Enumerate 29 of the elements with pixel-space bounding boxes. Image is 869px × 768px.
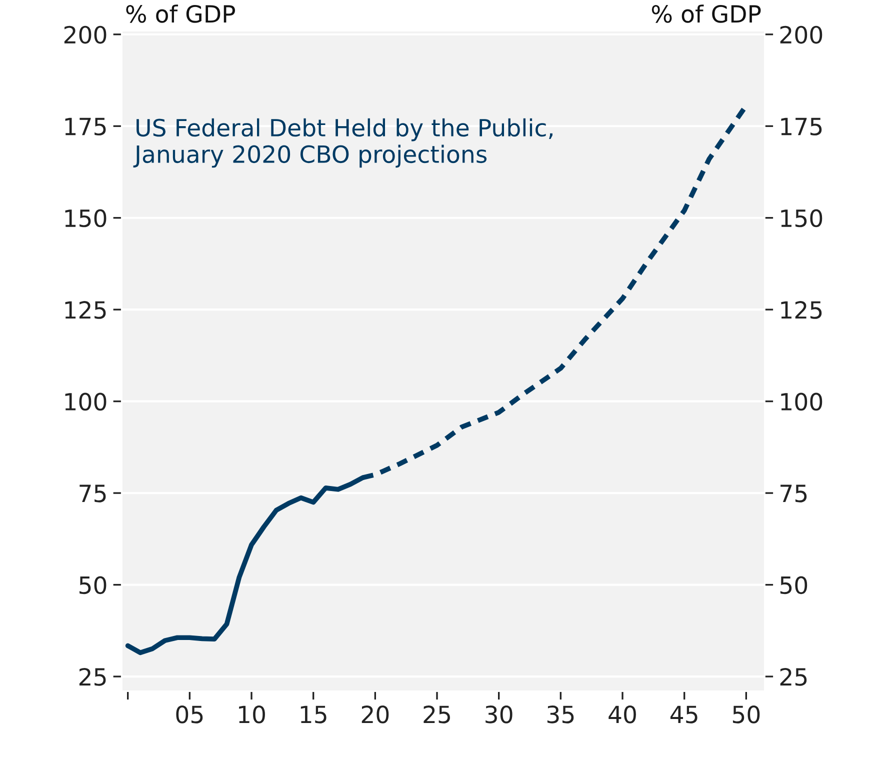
x-tick-label: 20 [362, 706, 389, 724]
y2-tick-label: 125 [781, 301, 822, 319]
y2-tick-label: 100 [781, 392, 822, 411]
x-tick-label: 15 [300, 706, 326, 724]
x-tick-label: 50 [732, 706, 760, 724]
y2-tick-label: 75 [780, 484, 807, 502]
x-tick-label: 25 [424, 706, 450, 724]
y-axis-title: % of GDP [126, 4, 235, 23]
y2-tick-label: 150 [781, 209, 822, 228]
y2-tick-label: 175 [781, 118, 822, 136]
y-tick-label: 150 [65, 209, 106, 228]
x-tick-label: 30 [486, 706, 512, 724]
y-tick-label: 125 [65, 301, 106, 319]
y2-tick-label: 200 [780, 26, 822, 44]
y2-tick-label: 25 [780, 668, 807, 686]
x-tick-label: 40 [608, 706, 636, 724]
text: US Federal Debt Held by the Public, January 2020 CBO projections [133, 118, 552, 168]
y2-tick-label: 50 [780, 576, 808, 594]
x-tick-label: 35 [547, 706, 574, 724]
y2-axis-title: % of GDP [652, 4, 761, 23]
y-tick-label: 25 [79, 668, 106, 686]
x-tick-label: 10 [239, 706, 265, 724]
y-tick-label: 175 [65, 118, 106, 136]
x-tick-label: 05 [176, 706, 203, 724]
y-tick-label: 100 [65, 392, 106, 411]
x-tick-label: 45 [670, 706, 698, 724]
y-tick-label: 50 [80, 576, 106, 594]
y-tick-label: 200 [64, 26, 106, 44]
y-tick-label: 75 [80, 484, 106, 502]
